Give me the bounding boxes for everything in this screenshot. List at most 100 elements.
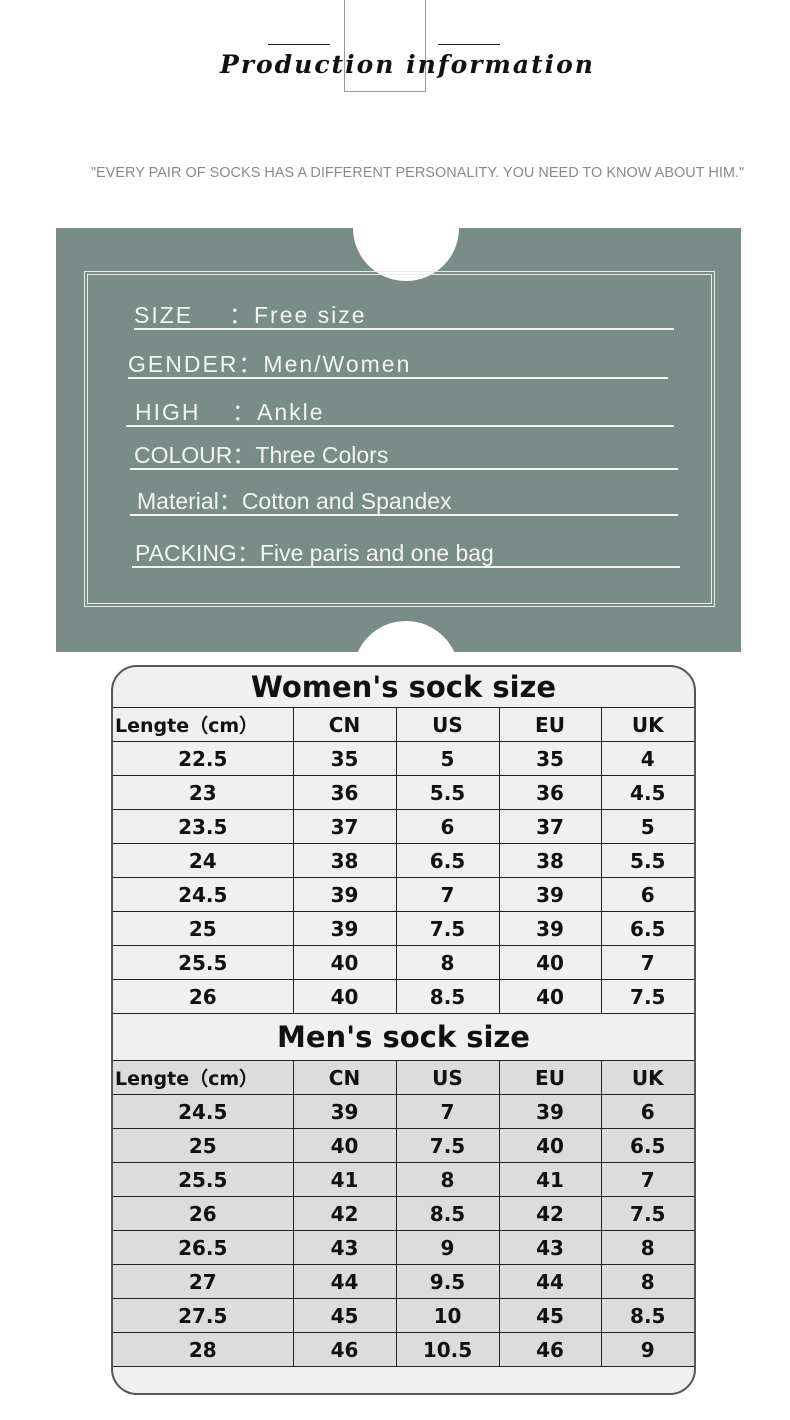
table-cell: 24.5 [113, 1094, 294, 1129]
table-cell: 39 [498, 877, 602, 912]
table-cell: 7 [600, 1162, 694, 1197]
table-cell: 6 [600, 877, 694, 912]
table-cell: 6 [600, 1094, 694, 1129]
size-table: Women's sock size Lengte（cm） CN US EU UK 22.5 3… [113, 667, 694, 1367]
table-cell: 36 [292, 775, 397, 810]
page-title: Production information [220, 50, 595, 79]
table-cell: 40 [292, 1128, 397, 1163]
table-cell: 37 [292, 809, 397, 844]
table-cell: 45 [498, 1298, 602, 1333]
table-cell: 8 [600, 1230, 694, 1265]
table-cell: 40 [292, 945, 397, 980]
column-header: EU [498, 1060, 602, 1095]
table-cell: 10 [395, 1298, 500, 1333]
table-cell: 7 [600, 945, 694, 980]
table-cell: 5.5 [600, 843, 694, 878]
table-row: 23.5 37 6 37 5 [113, 809, 694, 844]
table-cell: 27 [113, 1264, 294, 1299]
table-cell: 8 [600, 1264, 694, 1299]
table-cell: 6.5 [395, 843, 500, 878]
table-cell: 23.5 [113, 809, 294, 844]
table-cell: 41 [292, 1162, 397, 1197]
table-cell: 5 [600, 809, 694, 844]
info-packing: PACKING：Five paris and one bag [132, 540, 680, 568]
table-cell: 7 [395, 877, 500, 912]
table-cell: 28 [113, 1332, 294, 1367]
title-rule-left [268, 44, 330, 45]
table-cell: 45 [292, 1298, 397, 1333]
table-cell: 9 [600, 1332, 694, 1367]
decorative-frame [344, 0, 426, 92]
column-header: Lengte（cm） [113, 1060, 294, 1095]
table-row: 26.5 43 9 43 8 [113, 1230, 694, 1265]
table-cell: 10.5 [395, 1332, 500, 1367]
table-cell: 42 [292, 1196, 397, 1231]
column-header: US [395, 707, 500, 742]
table-cell: 8.5 [600, 1298, 694, 1333]
table-cell: 5 [395, 741, 500, 776]
title-rule-right [438, 44, 500, 45]
table-cell: 43 [498, 1230, 602, 1265]
table-cell: 36 [498, 775, 602, 810]
table-cell: 46 [292, 1332, 397, 1367]
table-cell: 37 [498, 809, 602, 844]
table-cell: 40 [498, 1128, 602, 1163]
table-row: 26 42 8.5 42 7.5 [113, 1196, 694, 1231]
table-cell: 8.5 [395, 1196, 500, 1231]
bottom-notch [353, 621, 459, 652]
column-header: US [395, 1060, 500, 1095]
header-row: Lengte（cm） CN US EU UK [113, 707, 694, 742]
table-cell: 7.5 [395, 1128, 500, 1163]
table-cell: 40 [498, 945, 602, 980]
table-cell: 46 [498, 1332, 602, 1367]
column-header: Lengte（cm） [113, 707, 294, 742]
table-cell: 41 [498, 1162, 602, 1197]
table-cell: 27.5 [113, 1298, 294, 1333]
table-row: 25.5 40 8 40 7 [113, 945, 694, 980]
table-cell: 26.5 [113, 1230, 294, 1265]
table-cell: 39 [292, 1094, 397, 1129]
table-cell: 39 [498, 911, 602, 946]
table-cell: 7.5 [395, 911, 500, 946]
table-cell: 44 [498, 1264, 602, 1299]
table-cell: 44 [292, 1264, 397, 1299]
table-cell: 38 [292, 843, 397, 878]
table-cell: 8 [395, 945, 500, 980]
table-cell: 9.5 [395, 1264, 500, 1299]
table-cell: 6.5 [600, 1128, 694, 1163]
column-header: CN [292, 707, 397, 742]
table-row: 26 40 8.5 40 7.5 [113, 979, 694, 1014]
table-row: 27.5 45 10 45 8.5 [113, 1298, 694, 1333]
table-title: Women's sock size [113, 667, 694, 708]
table-row: 24 38 6.5 38 5.5 [113, 843, 694, 878]
table-cell: 6.5 [600, 911, 694, 946]
table-cell: 25.5 [113, 945, 294, 980]
table-row: 27 44 9.5 44 8 [113, 1264, 694, 1299]
table-title: Men's sock size [113, 1013, 694, 1061]
table-cell: 7 [395, 1094, 500, 1129]
size-chart: Women's sock size Lengte（cm） CN US EU UK 22.5 3… [111, 665, 696, 1395]
table-cell: 24.5 [113, 877, 294, 912]
column-header: EU [498, 707, 602, 742]
table-cell: 25.5 [113, 1162, 294, 1197]
table-row: 22.5 35 5 35 4 [113, 741, 694, 776]
table-cell: 38 [498, 843, 602, 878]
info-frame [84, 271, 715, 607]
table-cell: 8.5 [395, 979, 500, 1014]
table-row: 25 40 7.5 40 6.5 [113, 1128, 694, 1163]
table-cell: 4.5 [600, 775, 694, 810]
table-cell: 25 [113, 1128, 294, 1163]
table-cell: 6 [395, 809, 500, 844]
men-size-section: Men's sock size Lengte（cm） CN US EU UK 24.5 39 7… [113, 1013, 694, 1367]
table-cell: 35 [292, 741, 397, 776]
table-cell: 40 [498, 979, 602, 1014]
info-gender: GENDER：Men/Women [128, 351, 668, 379]
table-cell: 42 [498, 1196, 602, 1231]
column-header: CN [292, 1060, 397, 1095]
table-cell: 26 [113, 1196, 294, 1231]
table-cell: 4 [600, 741, 694, 776]
column-header: UK [600, 707, 694, 742]
women-size-section: Women's sock size Lengte（cm） CN US EU UK 22.5 3… [113, 667, 694, 1014]
table-cell: 22.5 [113, 741, 294, 776]
info-high: HIGH ：Ankle [126, 399, 674, 427]
